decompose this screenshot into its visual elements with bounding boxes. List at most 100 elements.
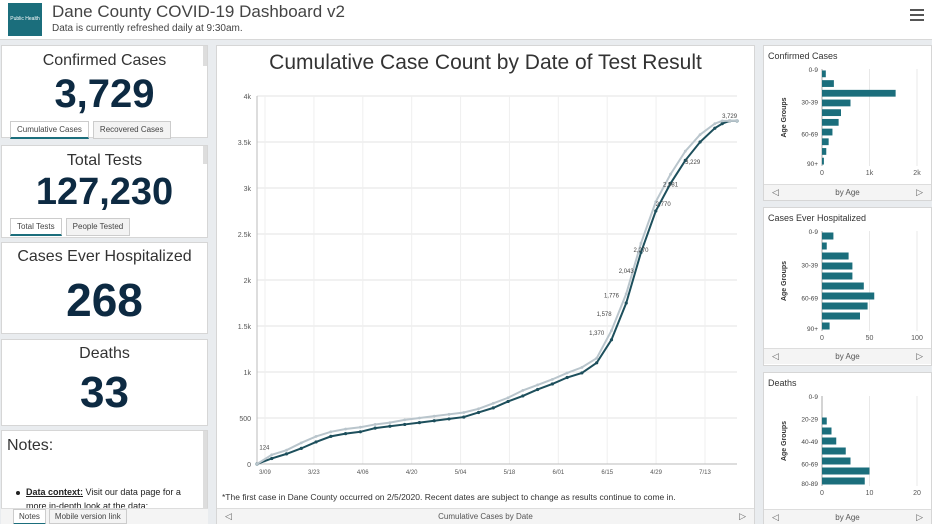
y-axis-title: Age Groups — [781, 261, 788, 301]
tab-total-tests[interactable]: Total Tests — [10, 218, 62, 236]
chevron-left-icon[interactable]: ◁ — [772, 512, 779, 522]
bar — [822, 417, 827, 425]
x-tick-label: 5/18 — [504, 470, 516, 476]
data-point — [639, 250, 643, 254]
data-point — [624, 301, 628, 305]
x-tick-label: 0 — [820, 490, 824, 497]
app-title: Dane County COVID-19 Dashboard v2 — [52, 2, 345, 21]
data-point — [373, 423, 377, 426]
public-health-logo: Public Health — [8, 3, 42, 36]
data-point — [610, 329, 613, 332]
bar — [822, 138, 829, 146]
data-point — [299, 441, 303, 445]
bar — [822, 157, 824, 165]
y-tick-label: 2k — [244, 278, 252, 285]
category-label: 60-69 — [801, 462, 818, 469]
y-axis-title: Age Groups — [781, 97, 788, 137]
data-context-link[interactable]: Data context: — [26, 487, 84, 497]
deaths-title: Deaths — [79, 345, 130, 362]
chevron-left-icon[interactable]: ◁ — [772, 187, 779, 197]
data-point — [417, 421, 422, 425]
y-tick-label: 1k — [244, 370, 252, 377]
bar — [822, 109, 841, 117]
chevron-right-icon[interactable]: ▷ — [916, 351, 923, 361]
deaths-by-age-footer: ◁ by Age ▷ — [764, 509, 931, 524]
bar — [822, 292, 875, 300]
notes-line2: more in-depth look at the data: — [26, 501, 149, 511]
hospitalized-by-age-panel: Cases Ever Hospitalized 0 50 100 0-9 30-39 60… — [763, 207, 932, 366]
data-point — [477, 407, 480, 411]
bar — [822, 427, 832, 435]
chevron-right-icon[interactable]: ▷ — [916, 512, 923, 522]
data-point — [683, 158, 687, 162]
data-point — [506, 396, 510, 400]
x-tick-label: 50 — [866, 335, 874, 342]
x-tick-label: 5/04 — [455, 470, 467, 476]
x-tick-label: 4/20 — [406, 470, 418, 476]
data-point — [550, 382, 554, 386]
data-point — [683, 149, 687, 153]
data-point — [521, 389, 525, 392]
x-tick-label: 10 — [866, 490, 874, 497]
bar — [822, 282, 864, 290]
tab-people-tested[interactable]: People Tested — [65, 218, 131, 236]
bar — [822, 322, 830, 330]
tab-recovered-cases[interactable]: Recovered Cases — [92, 121, 171, 139]
data-point — [639, 241, 643, 245]
x-tick-label: 3/23 — [308, 470, 320, 476]
data-point — [314, 435, 318, 438]
tab-notes[interactable]: Notes — [13, 508, 46, 524]
category-label: 30-39 — [801, 262, 818, 269]
x-tick-label: 2k — [913, 170, 921, 177]
data-point — [668, 181, 673, 185]
deaths-panel: Deaths 33 — [1, 339, 208, 426]
hospitalized-value: 268 — [66, 274, 143, 326]
x-tick-label: 0 — [820, 335, 824, 342]
data-point — [728, 119, 732, 123]
data-point — [373, 426, 377, 430]
data-point — [314, 440, 318, 444]
bar — [822, 242, 827, 250]
data-label: 2,043 — [619, 269, 635, 275]
category-label: 0-9 — [809, 394, 819, 401]
chevron-right-icon[interactable]: ▷ — [916, 187, 923, 197]
bar — [822, 262, 853, 270]
notes-title: Notes: — [7, 437, 54, 454]
chevron-left-icon[interactable]: ◁ — [225, 511, 232, 521]
tab-mobile-version-link[interactable]: Mobile version link — [48, 509, 127, 524]
category-label: 90+ — [807, 161, 818, 168]
bar — [822, 118, 839, 126]
data-point — [595, 361, 599, 365]
side-footer-label: by Age — [835, 188, 860, 197]
chevron-right-icon[interactable]: ▷ — [739, 511, 746, 521]
x-tick-label: 6/01 — [552, 470, 564, 476]
deaths-value: 33 — [80, 368, 129, 417]
data-point — [255, 462, 259, 466]
hamburger-menu-icon[interactable] — [910, 9, 924, 23]
data-point — [654, 209, 658, 213]
bullet-icon — [16, 490, 20, 495]
tab-cumulative-cases[interactable]: Cumulative Cases — [10, 121, 89, 139]
data-point — [521, 394, 525, 398]
main-chart-footer: ◁ Cumulative Cases by Date ▷ — [217, 508, 754, 524]
data-point — [447, 412, 451, 416]
chevron-left-icon[interactable]: ◁ — [772, 351, 779, 361]
notes-scrollbar[interactable] — [203, 431, 207, 521]
data-point — [432, 414, 436, 418]
bar — [822, 477, 865, 485]
notes-text: Data context: Visit our data page for a … — [16, 485, 191, 513]
total-tests-panel: Total Tests 127,230 Total Tests People T… — [1, 145, 208, 238]
data-point — [403, 422, 407, 427]
scrollbar[interactable] — [203, 46, 207, 66]
confirmed-cases-value: 3,729 — [54, 72, 155, 116]
x-tick-label: 3/09 — [259, 470, 271, 476]
data-point — [344, 427, 348, 431]
category-label: 80-89 — [801, 481, 818, 488]
scrollbar[interactable] — [203, 146, 207, 164]
data-point — [720, 122, 724, 126]
total-tests-value: 127,230 — [35, 171, 174, 213]
category-label: 0-9 — [809, 229, 819, 236]
data-point — [491, 401, 495, 405]
data-point — [284, 452, 289, 456]
hospitalized-by-age-title: Cases Ever Hospitalized — [768, 213, 867, 223]
